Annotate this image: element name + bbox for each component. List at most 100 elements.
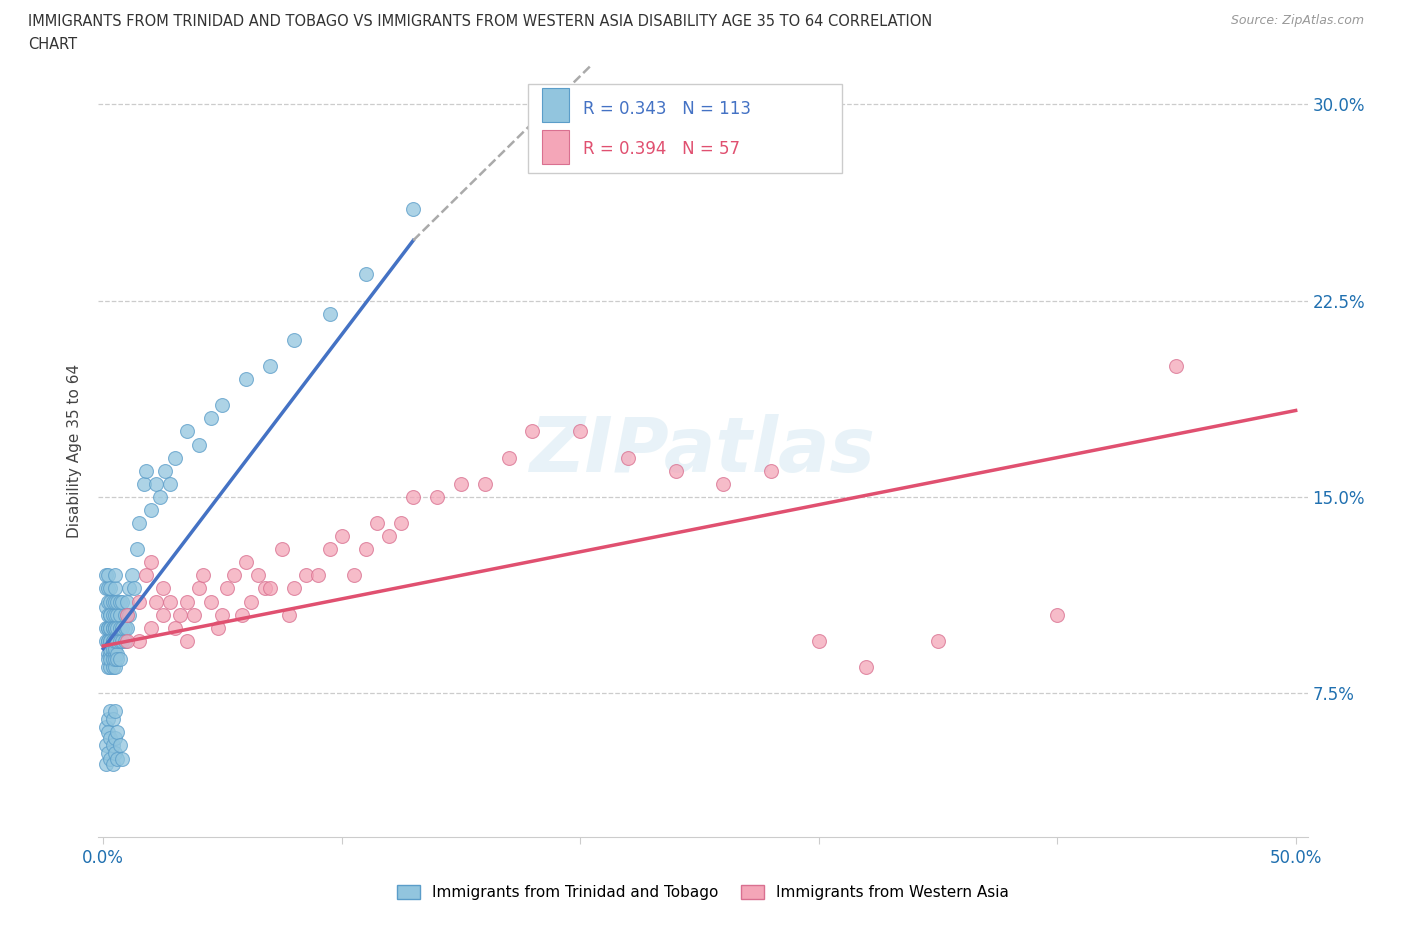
Point xyxy=(104,581,127,596)
Point xyxy=(101,620,124,635)
Point xyxy=(98,620,121,635)
Point xyxy=(193,568,215,583)
Text: CHART: CHART xyxy=(28,37,77,52)
Point xyxy=(104,641,127,656)
Point xyxy=(111,633,134,648)
Point xyxy=(101,646,124,661)
Point xyxy=(498,450,520,465)
Point xyxy=(104,594,127,609)
Point xyxy=(307,568,329,583)
Point xyxy=(330,528,353,543)
Y-axis label: Disability Age 35 to 64: Disability Age 35 to 64 xyxy=(67,364,83,538)
Point xyxy=(1166,359,1188,374)
Point xyxy=(101,641,124,656)
Point xyxy=(402,202,425,217)
FancyBboxPatch shape xyxy=(527,85,842,173)
Point xyxy=(97,620,120,635)
Point xyxy=(101,607,124,622)
Point xyxy=(278,607,301,622)
Point xyxy=(114,620,136,635)
Point xyxy=(107,607,129,622)
Point xyxy=(115,633,138,648)
Point xyxy=(211,398,233,413)
Point xyxy=(107,620,129,635)
Point xyxy=(132,476,155,491)
Point xyxy=(104,659,127,674)
Point xyxy=(94,720,117,735)
Bar xyxy=(543,130,569,165)
Text: ZIPatlas: ZIPatlas xyxy=(530,414,876,488)
Point xyxy=(97,568,120,583)
Point xyxy=(176,424,198,439)
Point xyxy=(152,607,174,622)
Text: R = 0.343   N = 113: R = 0.343 N = 113 xyxy=(583,100,751,118)
Point xyxy=(104,633,127,648)
Point xyxy=(97,724,120,739)
Point xyxy=(98,581,121,596)
Legend: Immigrants from Trinidad and Tobago, Immigrants from Western Asia: Immigrants from Trinidad and Tobago, Imm… xyxy=(391,879,1015,907)
Point xyxy=(207,620,229,635)
Point xyxy=(617,450,640,465)
Point xyxy=(104,620,127,635)
Point xyxy=(240,594,263,609)
Point xyxy=(122,581,145,596)
Point xyxy=(145,594,167,609)
Point xyxy=(259,581,281,596)
Point xyxy=(97,581,120,596)
Point xyxy=(104,620,127,635)
Point xyxy=(169,607,191,622)
Point xyxy=(104,620,127,635)
Point xyxy=(97,652,120,667)
Point xyxy=(295,568,318,583)
Point xyxy=(108,738,131,753)
Point xyxy=(115,607,138,622)
Point xyxy=(159,594,181,609)
Point xyxy=(101,633,124,648)
Point xyxy=(283,332,305,347)
Point xyxy=(104,633,127,648)
Point xyxy=(108,652,131,667)
Point xyxy=(107,652,129,667)
Point xyxy=(101,711,124,726)
Point xyxy=(319,306,342,321)
Point xyxy=(378,528,401,543)
Point xyxy=(104,652,127,667)
Point xyxy=(115,594,138,609)
Point xyxy=(94,599,117,614)
Point xyxy=(176,594,198,609)
Point xyxy=(94,633,117,648)
Point xyxy=(107,751,129,766)
Point xyxy=(94,756,117,771)
Point xyxy=(354,267,377,282)
Point xyxy=(153,463,176,478)
Point xyxy=(97,620,120,635)
Point xyxy=(98,633,121,648)
Point xyxy=(354,542,377,557)
Point xyxy=(101,659,124,674)
Point xyxy=(108,607,131,622)
Point xyxy=(211,607,233,622)
Point xyxy=(128,633,150,648)
Point xyxy=(111,620,134,635)
Point xyxy=(97,746,120,761)
Point xyxy=(121,568,143,583)
Point xyxy=(149,489,172,504)
Point xyxy=(187,437,209,452)
Point xyxy=(97,633,120,648)
Point xyxy=(111,594,134,609)
Point xyxy=(187,581,209,596)
Point xyxy=(97,711,120,726)
Point xyxy=(128,594,150,609)
Point xyxy=(118,607,141,622)
Point xyxy=(152,581,174,596)
Point xyxy=(366,515,388,530)
Point xyxy=(94,581,117,596)
Point xyxy=(176,633,198,648)
Point xyxy=(224,568,246,583)
Point xyxy=(231,607,253,622)
Point xyxy=(163,620,186,635)
Point xyxy=(98,607,121,622)
Point xyxy=(97,646,120,661)
Point xyxy=(101,633,124,648)
Point xyxy=(111,751,134,766)
